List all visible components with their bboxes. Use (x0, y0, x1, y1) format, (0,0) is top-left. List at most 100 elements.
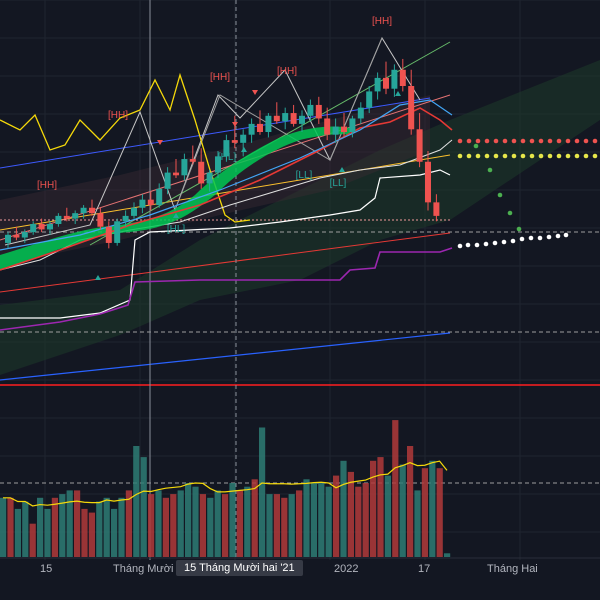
pivot-label: [HH] (372, 16, 392, 27)
pivot-label: [HH] (277, 66, 297, 77)
projection-dot-red (493, 138, 499, 144)
volume-bar (318, 483, 325, 557)
up-arrow-marker (395, 91, 401, 96)
candle (13, 234, 20, 238)
volume-bar (192, 486, 199, 557)
volume-bar (266, 494, 273, 557)
volume-bar (148, 494, 155, 557)
volume-bar (199, 494, 206, 557)
projection-dot-white (519, 236, 525, 242)
projection-dot-yellow (502, 153, 508, 159)
candle (63, 215, 70, 219)
candle (265, 115, 272, 132)
x-axis-label: 17 (418, 563, 431, 575)
candle (399, 69, 406, 86)
projection-dot-red (556, 138, 562, 144)
candle (114, 221, 121, 243)
envelope-line (0, 169, 451, 319)
volume-bar (333, 475, 340, 557)
volume-bar (362, 483, 369, 557)
volume-bar (7, 497, 14, 557)
volume-bar (421, 468, 428, 557)
volume-bar (414, 490, 421, 557)
volume-bar (436, 468, 443, 557)
projection-dot-yellow (529, 153, 535, 159)
pivot-label: [HL] (167, 224, 186, 235)
projection-dot-green (497, 192, 503, 198)
projection-dot-yellow (538, 153, 544, 159)
zigzag-line (174, 37, 383, 211)
volume-bar (370, 460, 377, 557)
projection-dot-red (547, 138, 553, 144)
volume-bar (66, 490, 73, 557)
projection-dot-green (487, 167, 493, 173)
candle (5, 234, 11, 243)
projection-dot-yellow (475, 153, 481, 159)
x-axis-label: Tháng Mười (113, 563, 174, 575)
candle (89, 207, 95, 214)
volume-bar (125, 490, 132, 557)
pivot-label: [HH] (108, 110, 128, 121)
up-arrow-marker (339, 167, 345, 172)
volume-bar (244, 486, 251, 557)
trend-line-blue (0, 332, 451, 381)
candle (30, 224, 37, 233)
down-arrow-marker (157, 140, 163, 145)
volume-bar (14, 508, 21, 557)
projection-dot-yellow (484, 153, 490, 159)
candle (156, 188, 163, 206)
candle (97, 213, 104, 227)
volume-bar (44, 508, 51, 557)
candle (383, 77, 389, 89)
volume-bar (429, 460, 436, 557)
volume-bar (214, 490, 221, 557)
volume-bar (392, 420, 399, 557)
projection-dot-white (563, 232, 569, 238)
projection-dot-yellow (493, 153, 499, 159)
projection-dot-red (574, 138, 580, 144)
candle (206, 172, 213, 184)
projection-dot-yellow (592, 153, 598, 159)
volume-bar (377, 457, 384, 557)
projection-dot-white (457, 243, 463, 249)
volume-bar (207, 497, 214, 557)
ma-line-blue (0, 99, 453, 251)
volume-bar (251, 479, 258, 557)
volume-bar (29, 523, 36, 557)
volume-bar (96, 501, 103, 557)
pivot-label: [HH] (37, 180, 57, 191)
projection-dot-white (483, 241, 489, 247)
candle (72, 213, 79, 219)
projection-dot-red (466, 138, 472, 144)
pivot-label: [HL] (218, 152, 237, 163)
projection-dot-white (555, 233, 561, 239)
volume-bar (281, 497, 288, 557)
pivot-label: [LL] (330, 178, 347, 189)
projection-dot-red (475, 138, 481, 144)
volume-bar (51, 497, 58, 557)
candle (408, 86, 415, 130)
volume-bar (273, 494, 280, 557)
projection-dot-white (465, 242, 471, 248)
candle (299, 115, 305, 124)
up-arrow-marker (173, 213, 179, 218)
volume-bar (88, 512, 95, 557)
projection-dot-red (583, 138, 589, 144)
candle (131, 207, 137, 216)
volume-bar (37, 497, 44, 557)
crosshair-date-label: 15 Tháng Mười hai '21 (176, 560, 303, 576)
volume-bar (111, 508, 118, 557)
projection-dot-red (538, 138, 544, 144)
up-arrow-marker (241, 147, 247, 152)
volume-bar (325, 486, 332, 557)
candle (273, 115, 280, 122)
candle (349, 118, 356, 132)
projection-dot-yellow (457, 153, 463, 159)
volume-bar (310, 483, 317, 557)
ma-ribbon (0, 126, 350, 270)
projection-dot-white (501, 239, 507, 245)
volume-bar (185, 483, 192, 557)
projection-dot-yellow (574, 153, 580, 159)
candle (391, 69, 398, 89)
